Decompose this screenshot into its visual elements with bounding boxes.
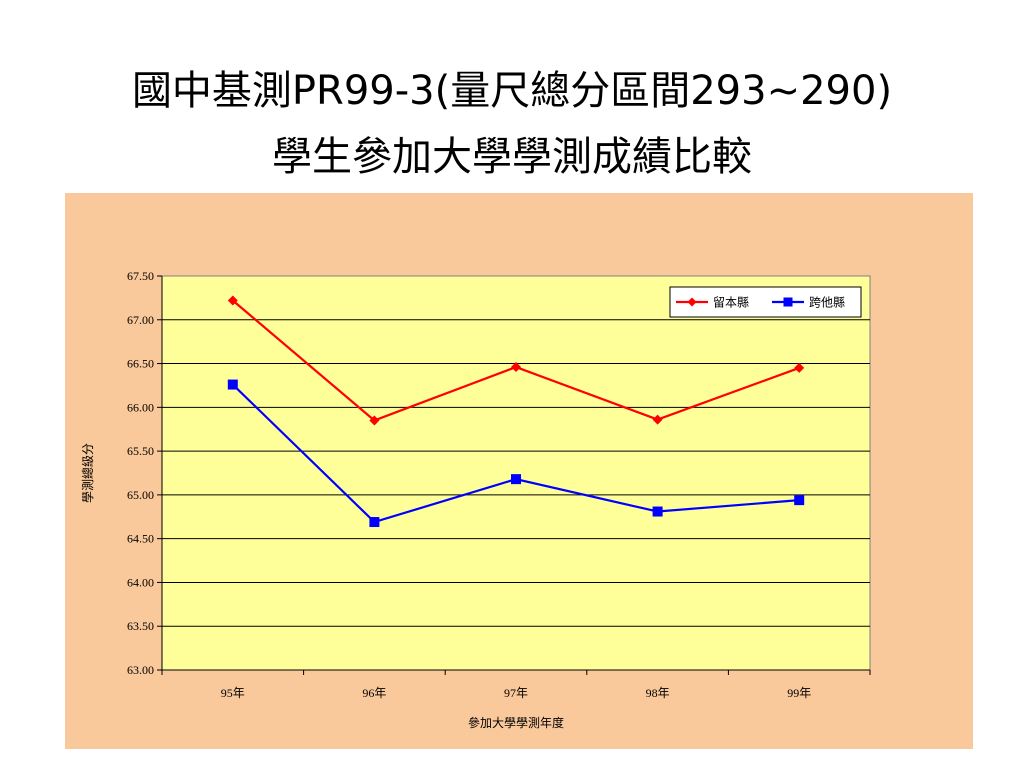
title-line-1: 國中基測PR99-3(量尺總分區間293~290) [131, 68, 893, 114]
y-axis-title: 學測總級分 [80, 443, 95, 503]
x-tick-label: 98年 [646, 686, 670, 700]
legend-box [669, 286, 862, 318]
data-point-diamond [369, 415, 380, 426]
x-tick-label: 96年 [362, 686, 386, 700]
x-tick-label: 97年 [504, 686, 528, 700]
gridlines [162, 319, 870, 627]
y-tick-label: 67.00 [127, 313, 154, 327]
y-tick-label: 66.50 [127, 357, 154, 371]
data-point-diamond [794, 362, 805, 373]
x-tick-label: 95年 [221, 686, 245, 700]
chart-area: 63.00 63.50 64.00 64.50 65.00 65.50 66.00 66.50… [65, 193, 973, 749]
data-point-square [511, 474, 521, 485]
plot-area [161, 275, 871, 671]
y-tick-label: 63.00 [127, 663, 154, 677]
data-point-square [652, 506, 663, 517]
x-axis-ticks: 95年 96年 97年 98年 99年 [161, 669, 871, 700]
legend-label: 跨他縣 [809, 296, 845, 310]
y-tick-label: 65.00 [127, 488, 154, 502]
title-line-2: 學生參加大學學測成績比較 [272, 134, 752, 180]
legend-label: 留本縣 [713, 296, 749, 310]
x-axis-title: 參加大學學測年度 [468, 715, 564, 730]
legend-marker-diamond [687, 297, 697, 307]
y-tick-label: 66.00 [127, 400, 154, 414]
x-tick-label: 99年 [787, 686, 811, 700]
data-point-diamond [511, 362, 521, 373]
data-point-square [794, 495, 805, 506]
data-point-square [227, 379, 238, 390]
y-axis-ticks: 63.00 63.50 64.00 64.50 65.00 65.50 66.00 66.50… [127, 269, 163, 677]
y-tick-label: 64.50 [127, 532, 154, 546]
data-point-diamond [227, 295, 238, 306]
series-group [227, 295, 805, 528]
legend: 留本縣 跨他縣 [669, 286, 862, 318]
data-point-diamond [652, 414, 663, 425]
y-tick-label: 63.50 [127, 619, 154, 633]
line-chart: 63.00 63.50 64.00 64.50 65.00 65.50 66.00 66.50… [80, 269, 871, 730]
y-tick-label: 67.50 [127, 269, 154, 283]
y-tick-label: 64.00 [127, 575, 154, 589]
slide-title: 國中基測PR99-3(量尺總分區間293~290) 學生參加大學學測成績比較 [0, 58, 1024, 190]
legend-marker-square [783, 297, 793, 307]
data-point-square [369, 517, 380, 528]
y-tick-label: 65.50 [127, 444, 154, 458]
